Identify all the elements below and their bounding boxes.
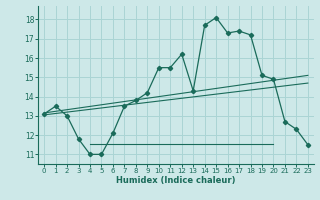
X-axis label: Humidex (Indice chaleur): Humidex (Indice chaleur) bbox=[116, 176, 236, 185]
